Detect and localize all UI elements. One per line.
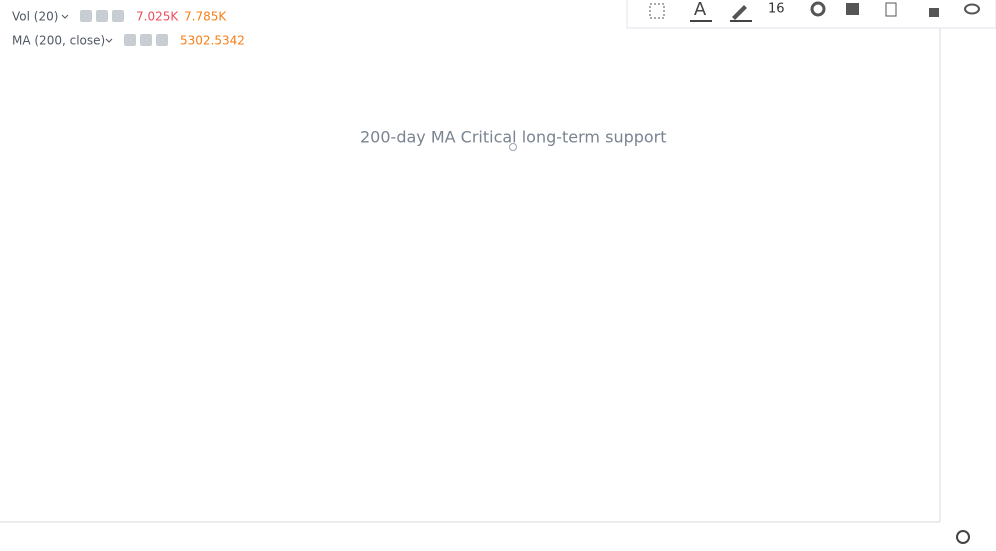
- icon-close[interactable]: [112, 10, 124, 22]
- tool-clone[interactable]: [885, 2, 897, 17]
- tool-layers[interactable]: [846, 3, 859, 15]
- tool-visibility[interactable]: [964, 3, 980, 15]
- vol-ma-value: 7.785K: [184, 10, 227, 24]
- annotation[interactable]: 200-day MA Critical long-term support: [360, 128, 667, 147]
- tool-text[interactable]: A: [694, 0, 707, 20]
- font-size[interactable]: 16: [768, 2, 785, 17]
- settings-gear[interactable]: [956, 530, 970, 544]
- icon-settings[interactable]: [140, 34, 152, 46]
- icon-eye[interactable]: [124, 34, 136, 46]
- icon-close[interactable]: [156, 34, 168, 46]
- icon-eye[interactable]: [80, 10, 92, 22]
- legend-ma[interactable]: MA (200, close): [12, 34, 105, 48]
- chevron[interactable]: [61, 14, 69, 19]
- icon-settings[interactable]: [96, 10, 108, 22]
- toolbar: [626, 0, 996, 29]
- annotation-handle[interactable]: [509, 143, 517, 151]
- chevron[interactable]: [105, 38, 113, 43]
- tool-settings[interactable]: [810, 1, 826, 17]
- tool-crop[interactable]: [649, 3, 665, 19]
- legend-vol[interactable]: Vol (20): [12, 10, 58, 24]
- tool-pen[interactable]: [732, 5, 747, 20]
- tool-lock[interactable]: [929, 8, 939, 17]
- ma-value: 5302.5342: [180, 34, 245, 48]
- vol-value: 7.025K: [136, 10, 179, 24]
